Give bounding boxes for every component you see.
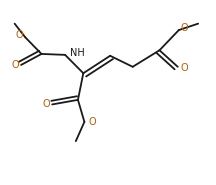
Text: O: O xyxy=(16,30,23,40)
Text: O: O xyxy=(42,99,50,109)
Text: O: O xyxy=(11,60,19,70)
Text: NH: NH xyxy=(70,48,85,58)
Text: O: O xyxy=(88,117,96,127)
Text: O: O xyxy=(180,63,188,73)
Text: O: O xyxy=(181,23,189,33)
